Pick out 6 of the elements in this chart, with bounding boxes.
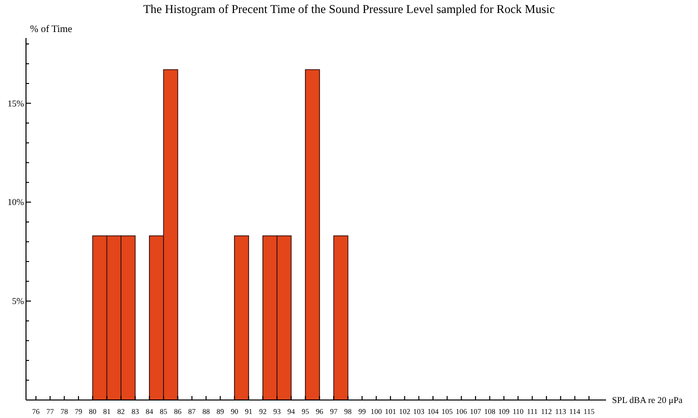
y-axis-title: % of Time	[30, 24, 73, 35]
y-tick-label: 15%	[8, 98, 24, 108]
y-tick-label: 5%	[12, 296, 24, 306]
x-axis-title: SPL dBA re 20 μPa	[612, 395, 682, 405]
chart-title: The Histogram of Precent Time of the Sound Pressure Level sampled for Rock Music	[143, 2, 555, 16]
y-tick-label: 10%	[8, 197, 24, 208]
